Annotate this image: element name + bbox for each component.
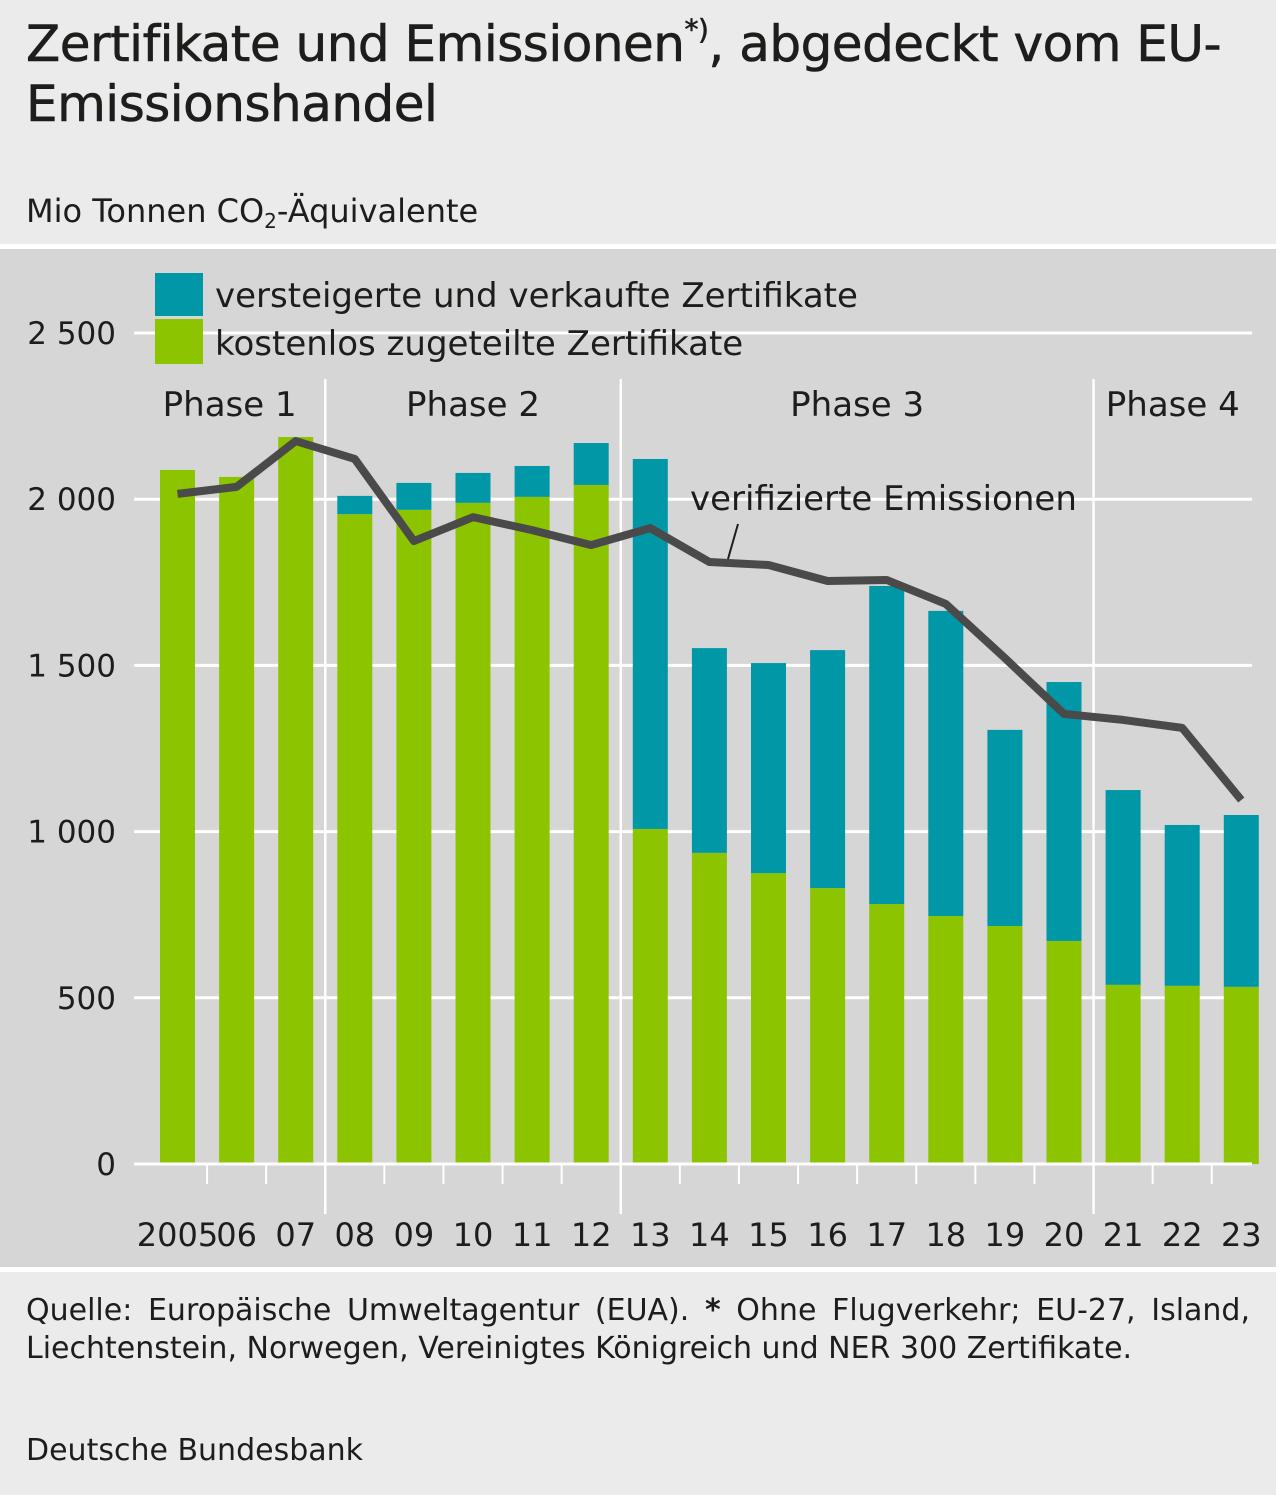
bar-auctioned-16 xyxy=(810,650,846,889)
legend-label-auctioned: versteigerte und verkaufte Zertifikate xyxy=(215,276,858,316)
bar-free-22 xyxy=(1164,985,1200,1164)
y-tick-label: 2 000 xyxy=(27,482,116,518)
bar-free-09 xyxy=(396,509,432,1164)
bar-auctioned-08 xyxy=(337,495,373,515)
bar-auctioned-10 xyxy=(455,472,491,503)
x-tick-label: 2005 xyxy=(137,1216,218,1254)
bar-auctioned-21 xyxy=(1105,790,1141,985)
x-tick-label: 23 xyxy=(1221,1216,1262,1254)
phase-label: Phase 4 xyxy=(1106,385,1240,425)
x-tick-label: 19 xyxy=(985,1216,1026,1254)
separator-top xyxy=(0,244,1276,249)
x-tick-label: 15 xyxy=(748,1216,789,1254)
bar-free-06 xyxy=(219,476,255,1164)
footnote-text: Ohne Flugverkehr; EU-27, Island, Liechte… xyxy=(26,1293,1251,1366)
x-tick-label: 18 xyxy=(925,1216,966,1254)
bar-auctioned-22 xyxy=(1164,824,1200,986)
x-tick-label: 17 xyxy=(866,1216,907,1254)
bar-free-11 xyxy=(514,496,550,1165)
x-tick-label: 20 xyxy=(1044,1216,1085,1254)
legend-swatch-auctioned xyxy=(155,273,203,316)
bar-free-13 xyxy=(632,828,668,1164)
y-tick-label: 500 xyxy=(57,981,116,1017)
y-tick-label: 1 000 xyxy=(27,815,116,851)
bar-free-10 xyxy=(455,502,491,1164)
bar-auctioned-13 xyxy=(632,458,668,829)
bar-auctioned-12 xyxy=(573,443,609,485)
title-footnote-mark: *) xyxy=(684,13,709,46)
bar-free-20 xyxy=(1046,940,1082,1164)
bar-auctioned-11 xyxy=(514,465,550,497)
bar-free-15 xyxy=(751,873,786,1164)
bar-auctioned-17 xyxy=(869,585,905,905)
bar-free-18 xyxy=(928,916,964,1164)
bar-free-2005 xyxy=(160,469,195,1164)
bar-free-17 xyxy=(869,904,905,1164)
bar-free-16 xyxy=(810,888,846,1164)
bar-auctioned-19 xyxy=(987,729,1023,927)
x-tick-label: 13 xyxy=(630,1216,671,1254)
x-tick-label: 14 xyxy=(689,1216,730,1254)
publisher: Deutsche Bundesbank xyxy=(26,1433,364,1468)
legend-swatch-free xyxy=(155,319,203,364)
title-text: Zertifikate und Emissionen xyxy=(26,15,686,74)
emissions-line-label: verifizierte Emissionen xyxy=(690,479,1077,519)
phase-label: Phase 3 xyxy=(790,385,924,425)
bar-free-08 xyxy=(337,514,373,1164)
bar-free-12 xyxy=(573,484,609,1164)
x-tick-label: 10 xyxy=(453,1216,494,1254)
x-tick-label: 12 xyxy=(571,1216,612,1254)
chart-title: Zertifikate und Emissionen*), abgedeckt … xyxy=(26,14,1266,134)
bar-auctioned-18 xyxy=(928,610,964,917)
bar-free-07 xyxy=(278,437,314,1164)
source-note: Quelle: Europäische Umweltagentur (EUA).… xyxy=(26,1292,1250,1368)
unit-suffix: -Äquivalente xyxy=(276,192,479,230)
title-text-continued: , abgedeckt vom EU-Emissionshandel xyxy=(26,15,1222,134)
x-tick-label: 08 xyxy=(334,1216,375,1254)
unit-label: Mio Tonnen CO2-Äquivalente xyxy=(26,191,478,231)
y-tick-label: 0 xyxy=(96,1147,116,1183)
bar-free-21 xyxy=(1105,984,1141,1164)
plot-area: 0 500 1 000 1 500 2 000 2 500 2005 06 07 08 09 10 11… xyxy=(0,249,1276,1267)
unit-subscript: 2 xyxy=(264,209,277,233)
bar-auctioned-09 xyxy=(396,482,432,510)
y-tick-label: 1 500 xyxy=(27,648,116,684)
annotation-leader-line xyxy=(727,523,739,560)
bar-free-23 xyxy=(1223,986,1259,1164)
x-tick-label: 16 xyxy=(807,1216,848,1254)
chart-header: Zertifikate und Emissionen*), abgedeckt … xyxy=(0,0,1276,244)
unit-prefix: Mio Tonnen CO xyxy=(26,192,265,230)
x-tick-label: 07 xyxy=(275,1216,316,1254)
x-tick-label: 22 xyxy=(1162,1216,1203,1254)
legend-label-free: kostenlos zugeteilte Zertifikate xyxy=(215,324,743,364)
x-tick-label: 21 xyxy=(1103,1216,1144,1254)
chart-footer: Quelle: Europäische Umweltagentur (EUA).… xyxy=(0,1272,1276,1495)
x-tick-label: 11 xyxy=(512,1216,553,1254)
y-tick-label: 2 500 xyxy=(27,316,116,352)
footnote-star: * xyxy=(704,1293,721,1328)
separator-bottom xyxy=(0,1267,1276,1272)
bar-auctioned-15 xyxy=(751,663,786,874)
bar-free-19 xyxy=(987,926,1023,1164)
phase-label: Phase 1 xyxy=(163,385,297,425)
emissions-line xyxy=(177,437,1245,803)
phase-label: Phase 2 xyxy=(406,385,540,425)
source-text: Quelle: Europäische Umweltagentur (EUA). xyxy=(26,1293,705,1328)
x-tick-label: 06 xyxy=(216,1216,257,1254)
x-tick-label: 09 xyxy=(394,1216,435,1254)
bar-auctioned-14 xyxy=(691,648,727,853)
bar-auctioned-23 xyxy=(1223,814,1259,987)
bar-auctioned-20 xyxy=(1046,682,1082,941)
bar-free-14 xyxy=(691,852,727,1164)
